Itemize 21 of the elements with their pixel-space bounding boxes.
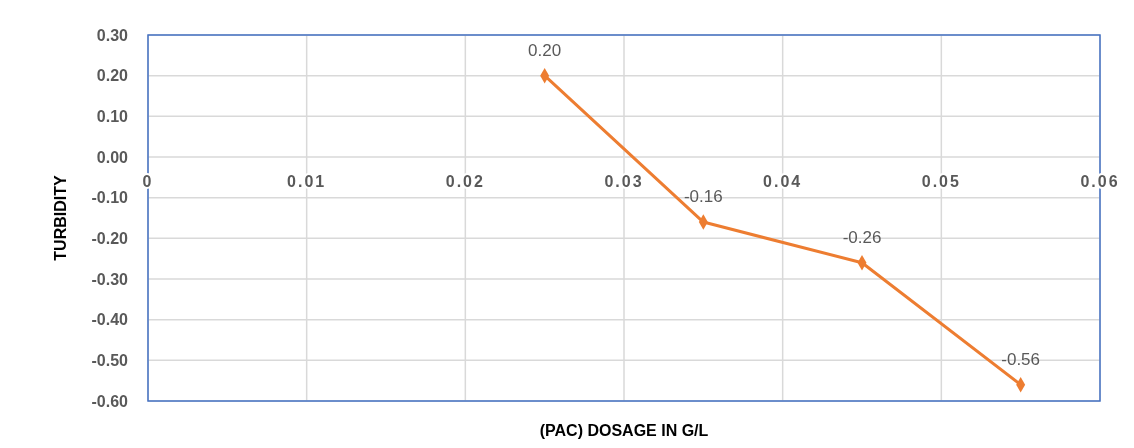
y-tick-label: 0.00 (96, 148, 129, 166)
y-tick-label: -0.50 (91, 351, 129, 369)
y-tick-label: -0.30 (91, 270, 129, 288)
y-tick-label: -0.60 (91, 392, 129, 410)
x-tick-label: 0.02 (445, 173, 485, 190)
data-label: 0.20 (528, 40, 562, 60)
y-axis-title: TURBIDITY (52, 175, 69, 261)
x-tick-label: 0.05 (921, 173, 961, 190)
x-tick-label: 0.04 (763, 173, 803, 190)
y-tick-label: -0.20 (91, 229, 129, 247)
x-tick-label: 0.03 (604, 173, 644, 190)
y-tick-label: 0.20 (96, 67, 129, 85)
data-label: -0.16 (683, 187, 723, 207)
x-tick-label: 0.01 (287, 173, 327, 190)
y-tick-label: 0.10 (96, 107, 129, 125)
x-axis-title: (PAC) DOSAGE IN G/L (539, 422, 709, 439)
data-label: -0.26 (842, 227, 882, 247)
y-tick-label: -0.10 (91, 189, 129, 207)
y-tick-label: -0.40 (91, 311, 129, 329)
data-label: -0.56 (1001, 349, 1041, 369)
y-tick-label: 0.30 (96, 26, 129, 44)
